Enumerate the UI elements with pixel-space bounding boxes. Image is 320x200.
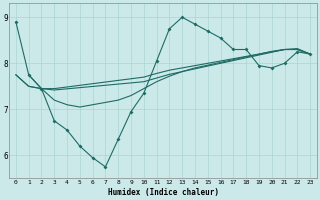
X-axis label: Humidex (Indice chaleur): Humidex (Indice chaleur) [108,188,219,197]
